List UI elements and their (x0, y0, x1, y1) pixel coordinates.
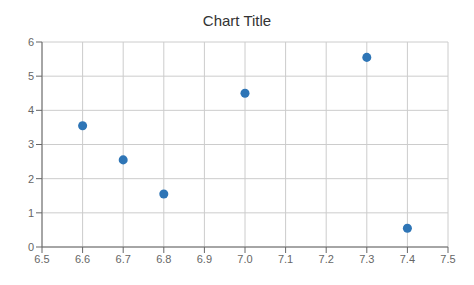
svg-text:6.8: 6.8 (156, 253, 171, 265)
svg-text:7.5: 7.5 (440, 253, 455, 265)
svg-text:5: 5 (28, 70, 34, 82)
svg-text:7.0: 7.0 (237, 253, 252, 265)
svg-text:6.6: 6.6 (75, 253, 90, 265)
svg-text:6.5: 6.5 (34, 253, 49, 265)
html-text:Chart Title: Chart Title (202, 12, 272, 29)
svg-text:2: 2 (28, 173, 34, 185)
svg-text:4: 4 (28, 104, 34, 116)
svg-text:7.2: 7.2 (319, 253, 334, 265)
svg-text:7.1: 7.1 (278, 253, 293, 265)
svg-text:3: 3 (28, 138, 34, 150)
svg-text:1: 1 (28, 207, 34, 219)
svg-text:6: 6 (28, 36, 34, 48)
svg-text:6.7: 6.7 (116, 253, 131, 265)
svg-text:0: 0 (28, 241, 34, 253)
svg-text:7.3: 7.3 (359, 253, 374, 265)
svg-text:7.4: 7.4 (400, 253, 415, 265)
svg-text:6.9: 6.9 (197, 253, 212, 265)
